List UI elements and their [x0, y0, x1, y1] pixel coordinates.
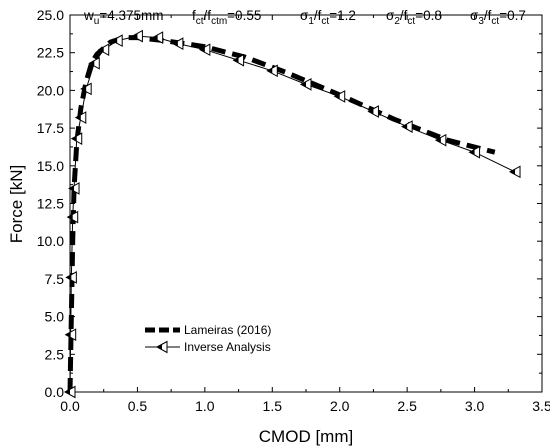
plot-frame [69, 14, 543, 393]
inverse-analysis-point-fill [368, 108, 374, 115]
inverse-analysis-point-fill [81, 86, 87, 92]
inverse-analysis-point-fill [98, 46, 104, 53]
inverse-analysis-point-fill [172, 40, 178, 47]
inverse-analysis-point-fill [334, 93, 340, 100]
y-axis-ticks: 0.0 2.5 5.0 7.5 10.0 12.5 15.0 17.5 20.0 22.5 25.0 [37, 7, 542, 400]
parameter-annotation: σ2/fct=0.8 [386, 8, 442, 27]
inverse-analysis-point-fill [75, 114, 81, 121]
inverse-analysis-point-fill [89, 60, 95, 67]
inverse-analysis-point-fill [132, 33, 138, 39]
inverse-analysis-point-fill [65, 331, 71, 338]
inverse-analysis-point-fill [67, 214, 73, 220]
y-tick-label: 0.0 [45, 384, 65, 400]
inverse-analysis-point-fill [267, 68, 273, 74]
legend: Lameiras (2016) Inverse Analysis [145, 323, 271, 354]
series-layer [63, 29, 521, 399]
inverse-analysis-point-fill [301, 81, 306, 88]
y-tick-label: 15.0 [37, 158, 64, 174]
x-tick-label: 1.0 [195, 398, 215, 414]
y-tick-label: 22.5 [37, 45, 64, 61]
x-tick-label: 2.0 [330, 398, 350, 414]
x-tick-label: 3.5 [532, 398, 550, 414]
inverse-analysis-point-fill [69, 185, 75, 192]
y-tick-label: 25.0 [37, 7, 64, 23]
inverse-analysis-point-fill [65, 389, 70, 395]
inverse-analysis-point-fill [469, 149, 475, 155]
x-tick-label: 0.0 [60, 398, 80, 414]
legend-marker-inverse-fill [157, 344, 162, 350]
x-tick-label: 3.0 [465, 398, 485, 414]
series-line-inverse-analysis [69, 35, 516, 393]
inverse-analysis-point-fill [402, 123, 408, 130]
inverse-analysis-point-fill [199, 46, 205, 53]
x-axis-label: CMOD [mm] [259, 427, 353, 446]
inverse-analysis-point-fill [66, 274, 72, 281]
y-tick-label: 2.5 [45, 346, 65, 362]
inverse-analysis-point-fill [71, 135, 77, 142]
y-tick-label: 20.0 [37, 82, 64, 98]
parameter-annotation: fct/fctm=0.55 [192, 8, 261, 27]
inverse-analysis-point-fill [152, 34, 158, 41]
y-tick-label: 5.0 [45, 309, 65, 325]
y-tick-label: 7.5 [45, 271, 65, 287]
legend-label-lameiras: Lameiras (2016) [184, 323, 271, 337]
legend-label-inverse: Inverse Analysis [184, 340, 271, 354]
x-tick-label: 1.5 [263, 398, 283, 414]
parameter-annotation: σ3/fct=0.7 [470, 8, 526, 27]
x-axis-ticks: 0.0 0.5 1.0 1.5 2.0 2.5 3.0 3.5 [60, 15, 550, 414]
inverse-analysis-point-fill [112, 37, 118, 44]
parameter-annotation: σ1/fct=1.2 [300, 8, 356, 27]
series-line-lameiras [67, 35, 496, 393]
x-tick-label: 2.5 [397, 398, 417, 414]
parameter-annotations: wu=4.375mm fct/fctm=0.55 σ1/fct=1.2 σ2/fct=… [83, 8, 526, 27]
y-tick-label: 12.5 [37, 196, 64, 212]
x-tick-label: 0.5 [128, 398, 148, 414]
parameter-annotation: wu=4.375mm [83, 8, 163, 27]
y-tick-label: 10.0 [37, 233, 64, 249]
inverse-analysis-point-fill [510, 169, 516, 175]
inverse-analysis-point-fill [435, 137, 441, 143]
y-tick-label: 17.5 [37, 120, 64, 136]
y-axis-label: Force [kN] [7, 165, 26, 243]
inverse-analysis-point-fill [233, 57, 239, 63]
